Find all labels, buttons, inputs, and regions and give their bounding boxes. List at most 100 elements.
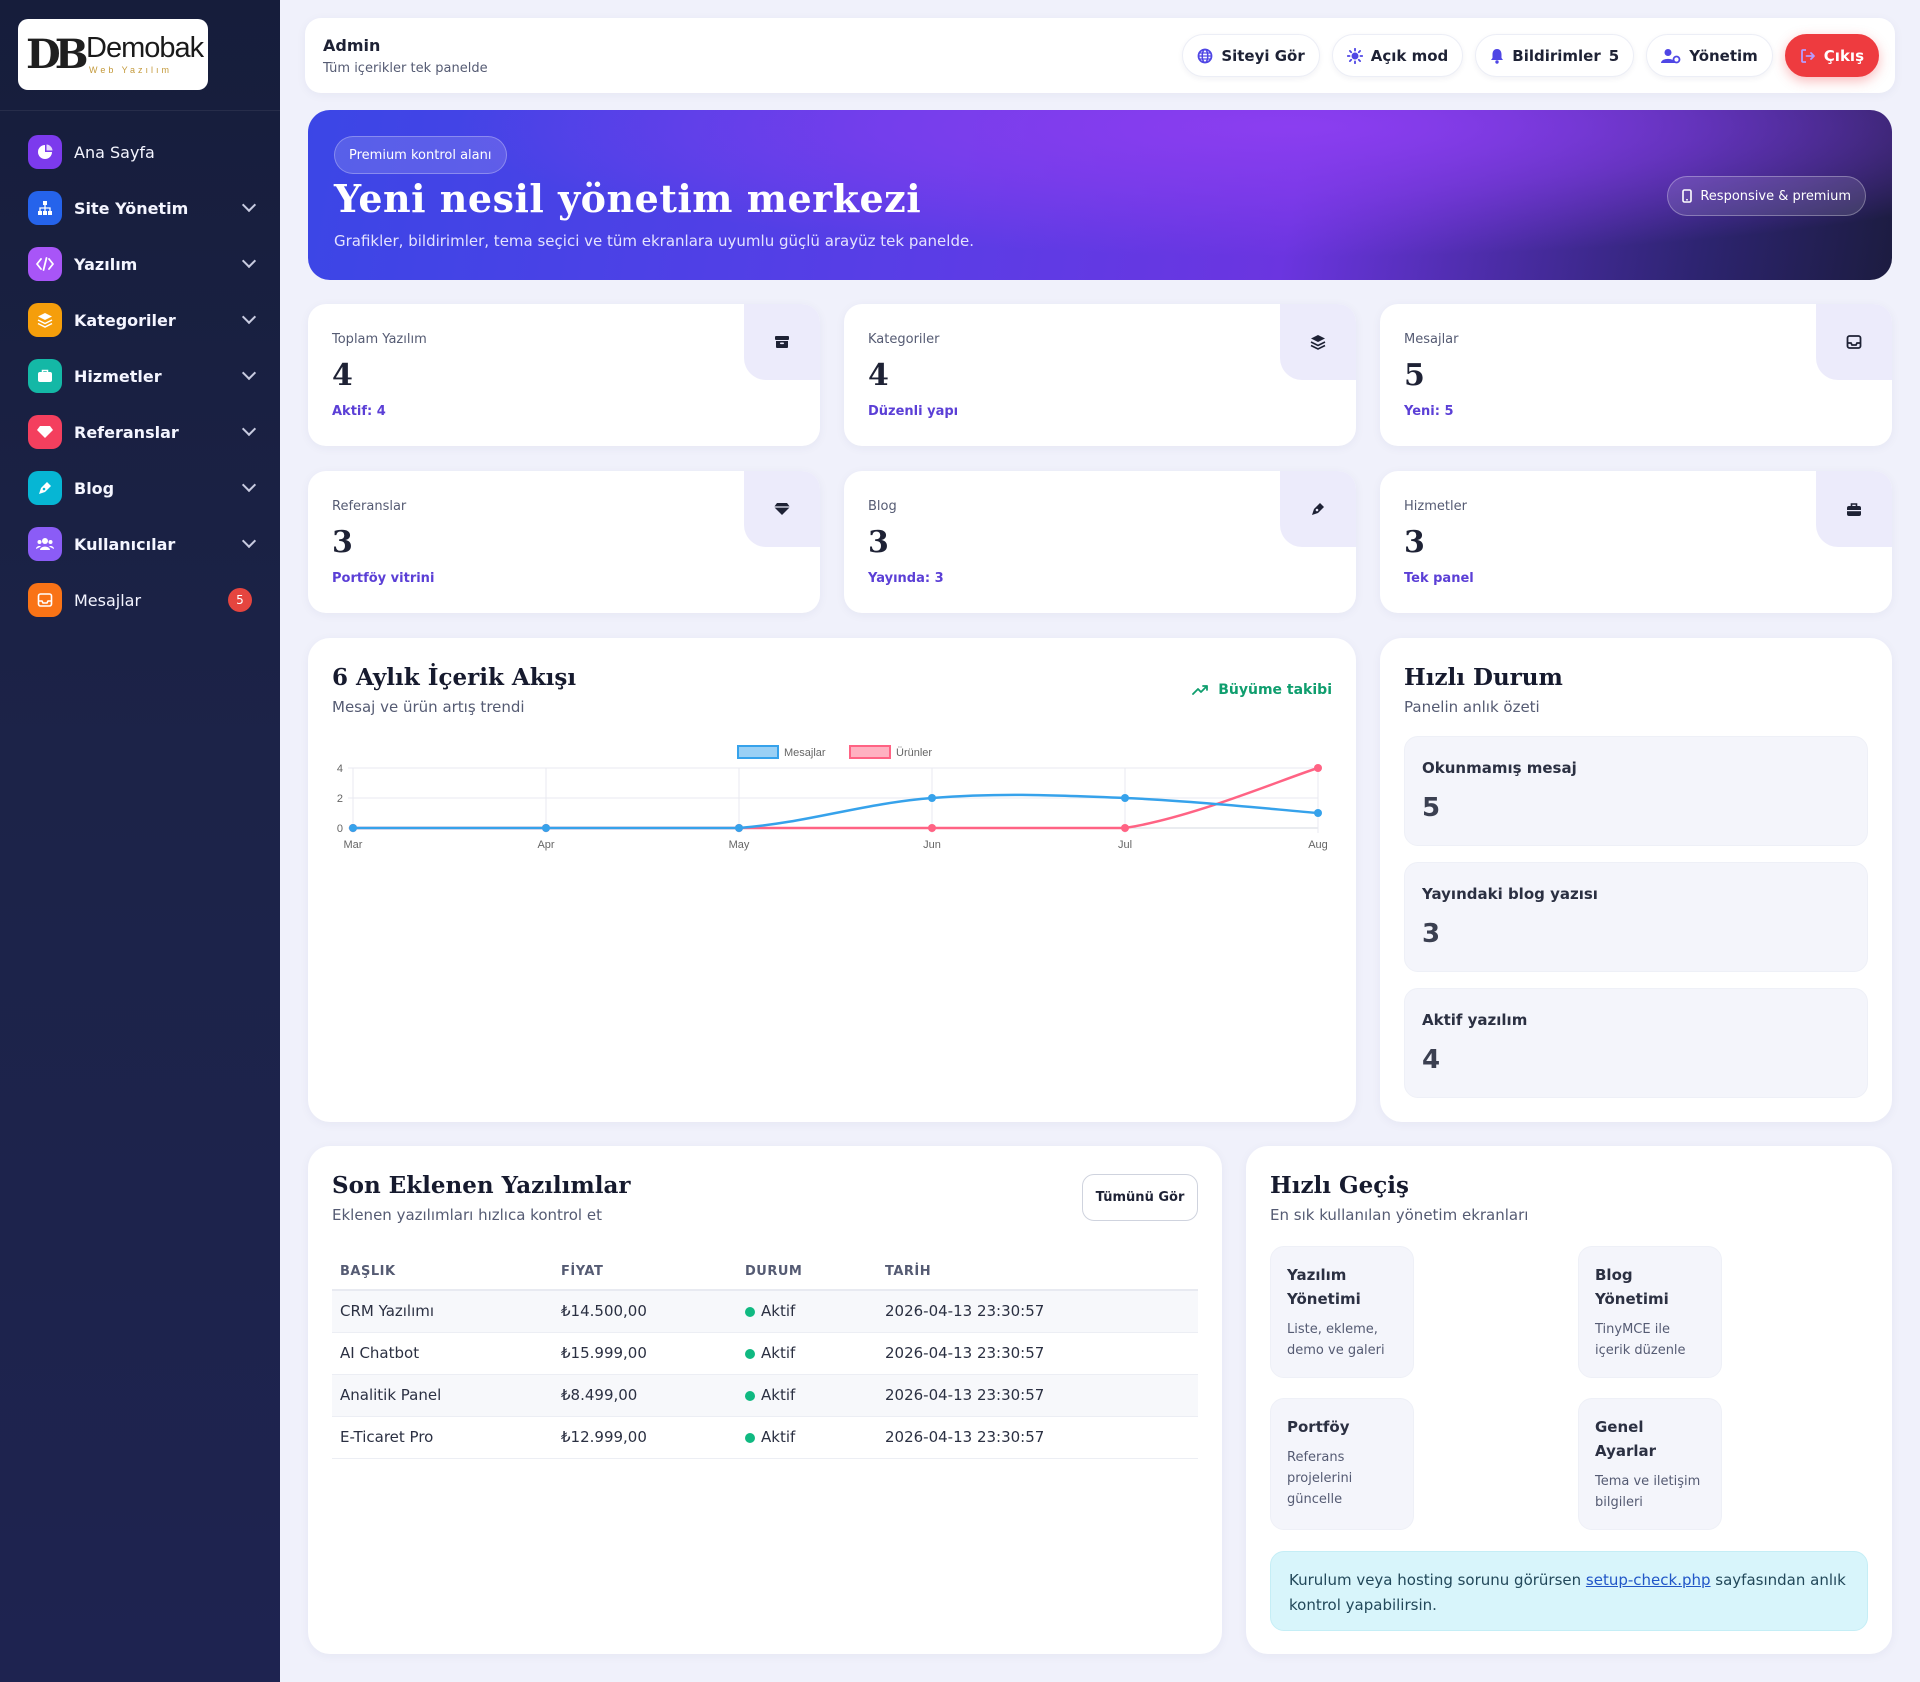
quick-nav-software[interactable]: Yazılım Yönetimi Liste, ekleme, demo ve … <box>1270 1246 1414 1378</box>
users-icon <box>28 527 62 561</box>
stat-value: 4 <box>332 358 353 393</box>
quick-nav-portfolio[interactable]: Portföy Referans projelerini güncelle <box>1270 1398 1414 1530</box>
stat-footnote: Yayında: 3 <box>868 571 944 586</box>
sidebar-nav: Ana Sayfa Site Yönetim Yazılım Kategoril… <box>0 124 280 628</box>
column-header-status: DURUM <box>737 1254 877 1291</box>
quick-status-label: Aktif yazılım <box>1422 1011 1528 1029</box>
quick-nav-settings[interactable]: Genel Ayarlar Tema ve iletişim bilgileri <box>1578 1398 1722 1530</box>
sidebar-item-label: Kullanıcılar <box>74 534 176 554</box>
sidebar-item-label: Mesajlar <box>74 590 142 610</box>
logout-button[interactable]: Çıkış <box>1784 34 1879 77</box>
quick-nav-item-title: Yazılım Yönetimi <box>1287 1266 1361 1308</box>
sidebar-item-ana-sayfa[interactable]: Ana Sayfa <box>0 124 280 180</box>
box-icon <box>744 304 820 380</box>
cell-title: E-Ticaret Pro <box>332 1416 553 1459</box>
view-site-label: Siteyi Gör <box>1221 46 1305 65</box>
stat-card-yazilim: Toplam Yazılım 4 Aktif: 4 <box>308 304 820 446</box>
content-flow-subtitle: Mesaj ve ürün artış trendi <box>332 698 525 716</box>
sidebar-item-yazilim[interactable]: Yazılım <box>0 236 280 292</box>
quick-status-item: Yayındaki blog yazısı 3 <box>1404 862 1868 972</box>
legend-swatch <box>849 745 891 759</box>
logo-tagline: Web Yazılım <box>89 65 173 75</box>
trend-up-icon <box>1192 685 1209 695</box>
sidebar-item-hizmetler[interactable]: Hizmetler <box>0 348 280 404</box>
sidebar-divider <box>0 110 280 111</box>
sidebar-item-kullanicilar[interactable]: Kullanıcılar <box>0 516 280 572</box>
responsive-badge-label: Responsive & premium <box>1700 188 1851 204</box>
data-point <box>542 824 550 832</box>
gem-icon <box>744 471 820 547</box>
data-point <box>349 824 357 832</box>
table-row[interactable]: Analitik Panel ₺8.499,00 Aktif 2026-04-1… <box>332 1374 1198 1417</box>
table-row[interactable]: CRM Yazılımı ₺14.500,00 Aktif 2026-04-13… <box>332 1290 1198 1333</box>
growth-tracking-label: Büyüme takibi <box>1218 682 1332 698</box>
logo-name: Demobak <box>86 32 204 64</box>
quick-status-item: Okunmamış mesaj 5 <box>1404 736 1868 846</box>
quick-nav-blog[interactable]: Blog Yönetimi TinyMCE ile içerik düzenle <box>1578 1246 1722 1378</box>
messages-count-badge: 5 <box>228 588 252 612</box>
growth-tracking-link[interactable]: Büyüme takibi <box>1192 682 1332 698</box>
layers-icon <box>1280 304 1356 380</box>
pie-chart-icon <box>28 135 62 169</box>
stat-label: Toplam Yazılım <box>332 332 427 347</box>
logo[interactable]: DB Demobak Web Yazılım <box>18 19 208 90</box>
y-tick-label: 2 <box>337 793 343 805</box>
column-header-title: BAŞLIK <box>332 1254 553 1291</box>
hero-subtitle: Grafikler, bildirimler, tema seçici ve t… <box>334 232 974 250</box>
stat-label: Mesajlar <box>1404 332 1459 347</box>
sidebar-item-blog[interactable]: Blog <box>0 460 280 516</box>
sun-icon <box>1346 47 1363 64</box>
quick-nav-item-desc: Referans projelerini güncelle <box>1287 1450 1353 1507</box>
stat-value: 5 <box>1404 358 1425 393</box>
chevron-down-icon[interactable] <box>241 253 257 269</box>
alert-text: sayfasından anlık kontrol yapabilirsin. <box>1289 1571 1846 1614</box>
page-title: Admin <box>323 36 381 55</box>
code-icon <box>28 247 62 281</box>
chevron-down-icon[interactable] <box>241 477 257 493</box>
sidebar-item-kategoriler[interactable]: Kategoriler <box>0 292 280 348</box>
cell-date: 2026-04-13 23:30:57 <box>877 1332 1198 1375</box>
quick-nav-item-desc: Liste, ekleme, demo ve galeri <box>1287 1322 1385 1358</box>
data-point <box>1121 824 1129 832</box>
sidebar-item-label: Kategoriler <box>74 310 176 330</box>
status-dot <box>745 1306 755 1317</box>
globe-icon <box>1197 48 1213 63</box>
data-point <box>1314 764 1322 772</box>
y-tick-label: 4 <box>337 763 343 775</box>
chevron-down-icon[interactable] <box>241 421 257 437</box>
sidebar-item-mesajlar[interactable]: Mesajlar 5 <box>0 572 280 628</box>
data-point <box>928 824 936 832</box>
chevron-down-icon[interactable] <box>241 533 257 549</box>
setup-check-link[interactable]: setup-check.php <box>1585 1571 1711 1589</box>
bell-icon <box>1491 48 1504 64</box>
page-subtitle: Tüm içerikler tek panelde <box>323 61 488 76</box>
sitemap-icon <box>28 191 62 225</box>
table-row[interactable]: AI Chatbot ₺15.999,00 Aktif 2026-04-13 2… <box>332 1332 1198 1375</box>
column-header-price: FİYAT <box>553 1254 737 1291</box>
cell-price: ₺15.999,00 <box>553 1332 737 1375</box>
data-point <box>542 824 550 832</box>
sidebar-item-referanslar[interactable]: Referanslar <box>0 404 280 460</box>
cell-date: 2026-04-13 23:30:57 <box>877 1374 1198 1417</box>
chevron-down-icon[interactable] <box>241 197 257 213</box>
stat-footnote: Yeni: 5 <box>1404 404 1454 419</box>
quick-nav-item-title: Portföy <box>1287 1418 1350 1436</box>
data-point <box>1121 794 1129 802</box>
chevron-down-icon[interactable] <box>241 365 257 381</box>
chevron-down-icon[interactable] <box>241 309 257 325</box>
table-header-row: BAŞLIK FİYAT DURUM TARİH <box>332 1254 1198 1291</box>
management-button[interactable]: Yönetim <box>1646 34 1773 77</box>
management-label: Yönetim <box>1689 46 1758 65</box>
hero-pill: Premium kontrol alanı <box>334 136 507 174</box>
inbox-icon <box>1816 304 1892 380</box>
stat-footnote: Tek panel <box>1404 571 1474 586</box>
view-site-button[interactable]: Siteyi Gör <box>1182 34 1320 77</box>
sidebar-item-site-yonetim[interactable]: Site Yönetim <box>0 180 280 236</box>
cell-status: Aktif <box>737 1290 877 1333</box>
stat-label: Blog <box>868 499 897 514</box>
table-row[interactable]: E-Ticaret Pro ₺12.999,00 Aktif 2026-04-1… <box>332 1416 1198 1459</box>
see-all-button[interactable]: Tümünü Gör <box>1082 1174 1198 1221</box>
light-mode-button[interactable]: Açık mod <box>1331 34 1464 77</box>
cell-price: ₺14.500,00 <box>553 1290 737 1333</box>
notifications-button[interactable]: Bildirimler 5 <box>1475 34 1635 77</box>
